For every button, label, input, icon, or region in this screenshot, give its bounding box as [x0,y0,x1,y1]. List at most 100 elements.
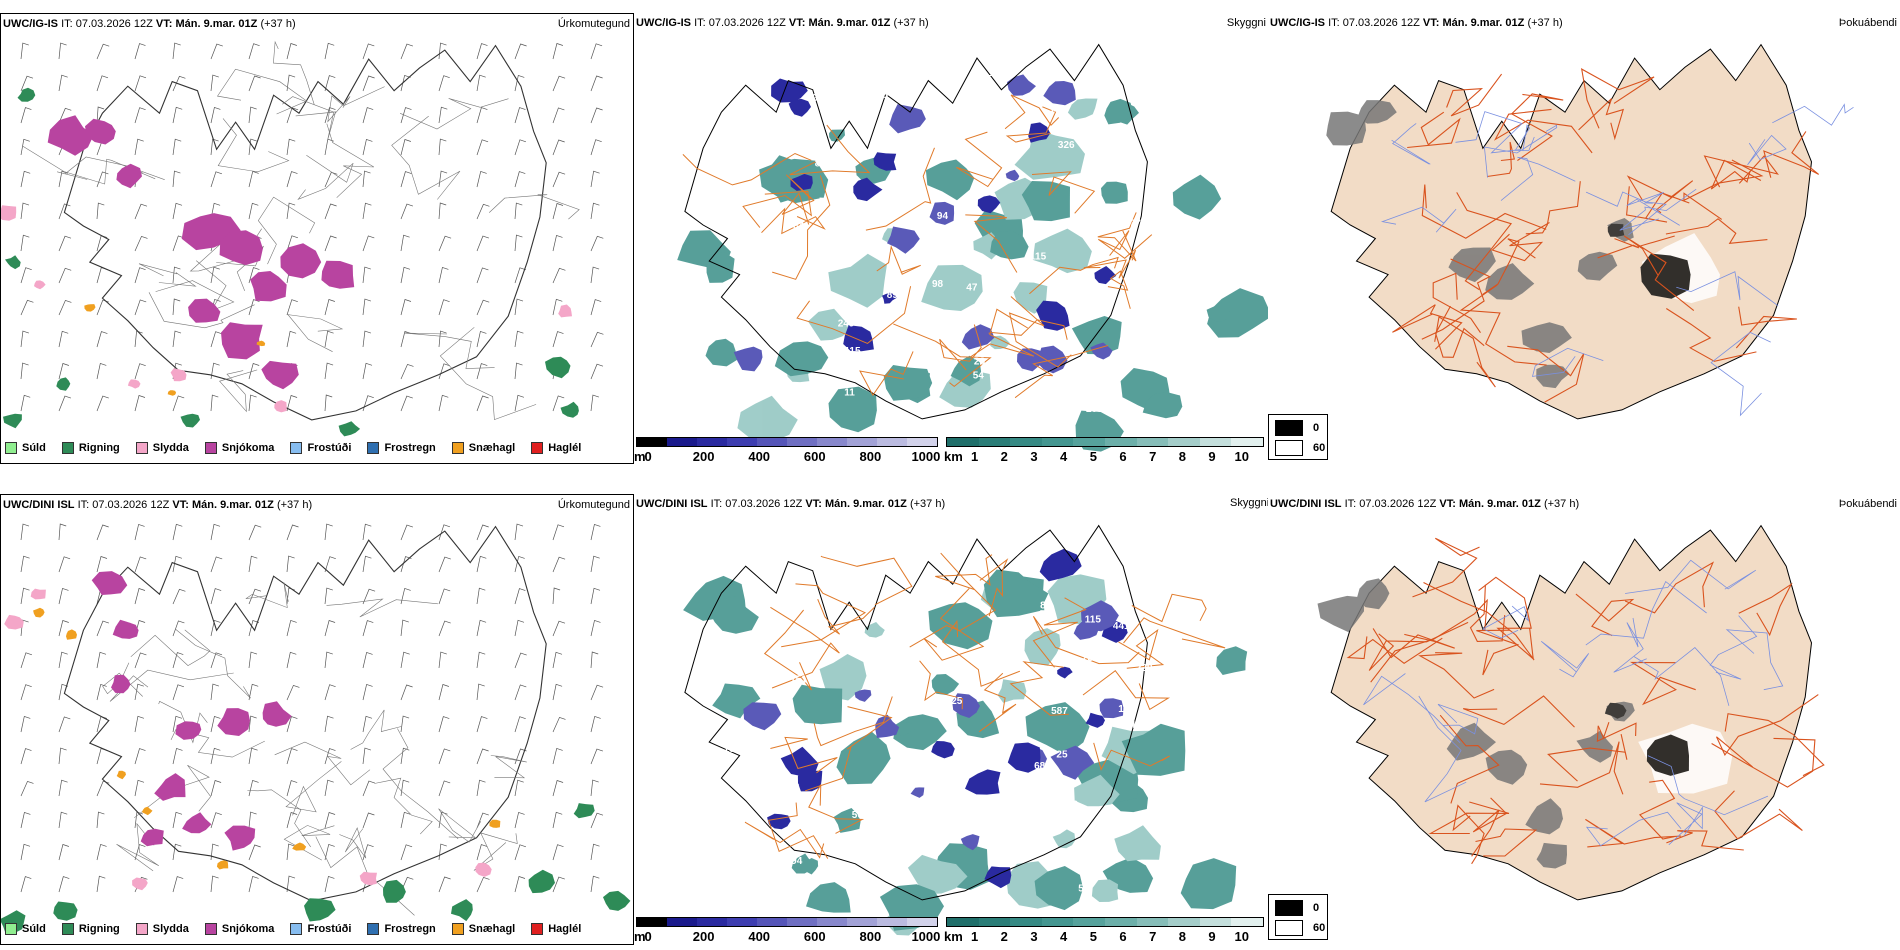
snow-area [140,828,164,847]
wind-barb [400,74,411,92]
road-line [285,761,342,816]
rain-area [304,898,336,922]
visibility-value-label: 104 [1119,720,1136,731]
visibility-km-area [705,338,738,367]
wind-barb [590,779,599,797]
legend-label: Snjókoma [221,442,275,454]
wind-barb [96,556,108,573]
wind-barb [362,651,373,669]
wind-barb [210,747,221,765]
wind-barb [172,620,185,637]
wind-barb [514,523,524,541]
snow-area [321,260,355,289]
visibility-m-areas [733,74,1117,374]
road-line [1435,305,1485,358]
hail-area [216,860,229,870]
precip-type-panel-top: UWC/IG-IS IT: 07.03.2026 12Z VT: Mán. 9.… [0,13,634,464]
legend-label: Snjókoma [221,923,275,935]
wind-barb [400,43,414,60]
visibility-km-area [792,684,843,725]
visibility-m-area [931,741,955,759]
wind-barb [400,107,412,124]
wind-barb [286,107,299,124]
wind-barb [514,298,524,316]
wind-barb [476,74,486,92]
wind-barb [248,524,262,541]
road-line [1392,304,1463,350]
fog-area-gray [1536,842,1567,869]
wind-barb [210,331,222,348]
wind-barb [590,139,602,156]
road-line [1578,98,1625,141]
wind-barb [552,203,564,220]
wind-barb [286,748,298,765]
visibility-value-label: 28 [974,357,986,368]
road-line [1009,661,1069,716]
wind-barb [134,299,147,316]
road-line [1575,593,1635,637]
wind-barb [324,556,336,573]
precip-legend: Súld Rigning Slydda Snjókoma Frostúði Frostre… [5,923,581,935]
visibility-m-area [889,104,926,134]
road-line [763,609,812,691]
wind-barb [172,843,182,861]
road-line [1710,331,1771,417]
road-line [1638,779,1676,840]
wind-barb [96,75,109,92]
wind-barb [552,556,566,573]
wind-barb [476,812,489,829]
road-line [939,324,982,371]
wind-barb [324,620,336,637]
field-name: Þokuábendi [1838,17,1897,29]
visibility-value-label: 584 [765,372,782,383]
colorbar-m-bar [636,437,938,447]
wind-barb [362,523,372,541]
rain-area [545,356,571,379]
road-line [1668,802,1703,846]
wind-barb [362,620,374,637]
visibility-value-label: 25 [1056,749,1068,760]
road-line [1421,258,1491,340]
wind-barb [552,234,563,252]
legend-swatch [531,442,544,454]
wind-barb [96,620,110,637]
road-line [1585,811,1682,847]
wind-barb [552,171,566,188]
hail-area [489,819,501,828]
visibility-m-area [1043,81,1076,106]
wind-barb [248,683,259,701]
wind-barb [286,843,295,861]
wind-barb [476,716,488,733]
road-line [1452,804,1485,865]
road-line [1014,345,1109,399]
visibility-km-areas [683,569,1248,936]
visibility-value-label: 125 [793,119,810,130]
sleet-area [558,304,572,318]
wind-barb [590,812,604,829]
wind-barb [400,747,410,765]
snow-area [111,674,131,694]
road-line [1459,284,1547,366]
road-line [789,124,871,176]
snow-area [221,322,263,360]
snow-area [217,708,250,736]
wind-barb [476,683,485,701]
panel-title: UWC/DINI ISL IT: 07.03.2026 12Z VT: Mán.… [1270,498,1580,510]
hail-area [167,390,177,396]
road-line [1363,673,1461,743]
wind-barb [248,875,259,893]
legend-swatch [204,923,217,935]
road-line [761,207,826,235]
road-line [893,323,992,388]
snow-area [154,773,186,801]
visibility-km-area [708,596,759,634]
visibility-km-area [1207,288,1268,338]
wind-barb [514,107,526,124]
road-line [1647,755,1769,816]
wind-barb [134,652,147,669]
wind-barb [400,779,410,797]
wind-barb [96,780,110,797]
rain-area [528,869,555,894]
road-line [1625,559,1757,594]
precip-type-panel-bottom: UWC/DINI ISL IT: 07.03.2026 12Z VT: Mán.… [0,494,634,945]
